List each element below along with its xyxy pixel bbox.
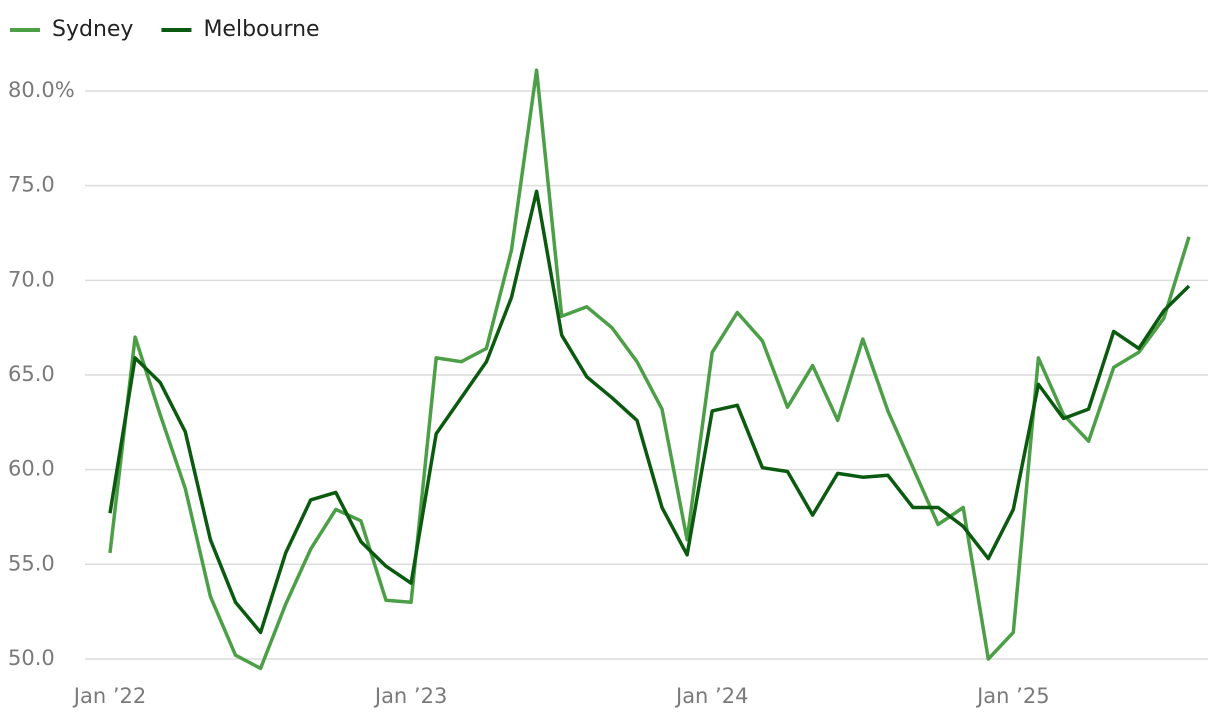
- y-tick-label: 70.0: [8, 267, 55, 291]
- y-tick-label: 60.0: [8, 457, 55, 481]
- y-tick-label: 50.0: [8, 646, 55, 670]
- legend-label: Melbourne: [203, 17, 319, 42]
- x-tick-label: Jan ’22: [72, 684, 146, 708]
- y-tick-label: 80.0%: [8, 78, 75, 102]
- series-line: [108, 189, 1191, 635]
- y-tick-label: 65.0: [8, 362, 55, 386]
- x-tick-label: Jan ’23: [373, 684, 447, 708]
- legend-label: Sydney: [52, 17, 133, 42]
- y-tick-label: 55.0: [8, 551, 55, 575]
- series-line: [108, 68, 1191, 671]
- y-tick-label: 75.0: [8, 173, 55, 197]
- x-tick-label: Jan ’25: [975, 684, 1049, 708]
- x-tick-label: Jan ’24: [674, 684, 748, 708]
